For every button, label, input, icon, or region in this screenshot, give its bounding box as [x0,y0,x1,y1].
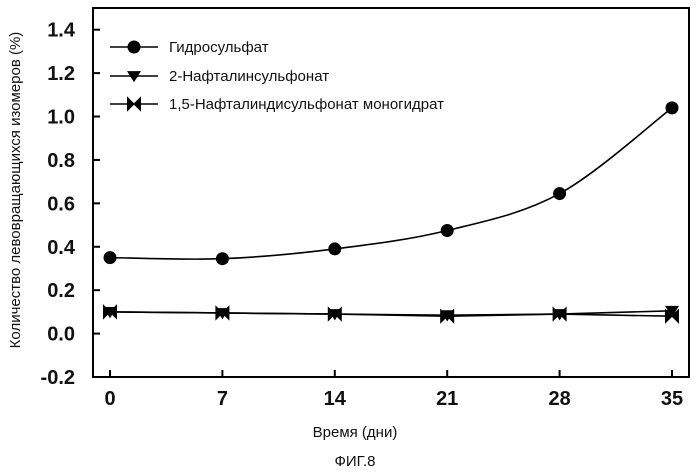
legend: Гидросульфат 2-Нафталинсульфонат 1,5-Нафта… [110,39,444,113]
x-tick-label: 35 [661,388,683,410]
x-tick-label: 14 [324,388,347,410]
data-point [328,242,341,255]
x-tick-label: 28 [548,388,570,410]
x-tick-label: 0 [104,388,115,410]
series-line [110,108,672,259]
x-tick-label: 7 [217,388,228,410]
data-point [216,252,229,265]
figure-caption: ФИГ.8 [335,453,376,470]
y-tick-label: -0.2 [41,367,75,389]
legend-marker [128,98,141,111]
data-point [553,187,566,200]
y-tick-label: 0.6 [47,193,75,215]
legend-label: 2-Нафталинсульфонат [169,68,329,85]
series-layer [103,101,679,322]
y-tick-label: 1.4 [47,20,76,42]
legend-label: Гидросульфат [169,39,269,56]
legend-marker [128,41,141,54]
legend-label: 1,5-Нафталиндисульфонат моногидрат [169,96,444,113]
series-1 [104,101,679,265]
x-axis-label: Время (дни) [313,424,398,441]
data-point [666,101,679,114]
y-tick-label: 0.0 [47,324,75,346]
y-tick-label: 0.4 [47,237,76,259]
y-tick-label: 0.8 [47,150,75,172]
y-axis-label: Количество левовращающихся изомеров (%) [7,32,24,349]
x-tick-label: 21 [436,388,458,410]
plot-area-frame [93,8,689,377]
series-2 [103,306,679,322]
data-point [441,224,454,237]
y-tick-label: 0.2 [47,280,75,302]
y-axis-ticks: -0.2 0.0 0.2 0.4 0.6 0.8 1.0 1.2 1.4 [41,20,100,389]
y-tick-label: 1.0 [47,107,75,129]
y-tick-label: 1.2 [47,63,75,85]
data-point [104,251,117,264]
